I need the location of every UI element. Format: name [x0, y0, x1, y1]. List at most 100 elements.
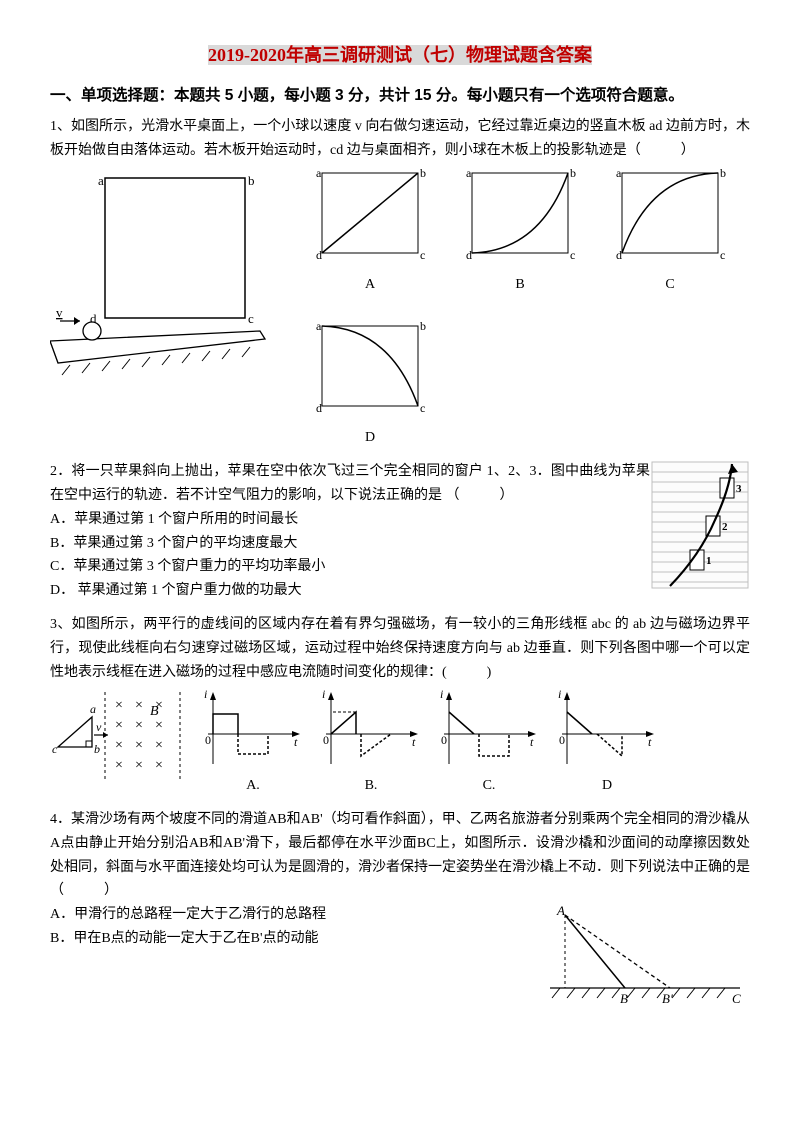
- svg-text:t: t: [294, 735, 298, 749]
- svg-text:×: ×: [115, 758, 123, 773]
- q1-label-C: C: [665, 273, 674, 297]
- q3-label-A: A.: [246, 774, 260, 798]
- svg-text:a: a: [616, 166, 622, 180]
- svg-text:d: d: [466, 248, 472, 262]
- q2-opt-A: A．苹果通过第 1 个窗户所用的时间最长: [50, 508, 650, 532]
- svg-text:t: t: [412, 735, 416, 749]
- q3-option-D: i t 0 D: [552, 684, 662, 798]
- q1-option-B: a b d c B: [460, 163, 580, 297]
- svg-text:B: B: [150, 704, 159, 719]
- svg-text:b: b: [720, 166, 726, 180]
- svg-text:c: c: [420, 248, 425, 262]
- q3-label-D: D: [602, 774, 612, 798]
- q3-paren-close: ): [487, 665, 492, 680]
- svg-text:b: b: [94, 742, 100, 756]
- q4-paren-close: ）: [104, 883, 118, 898]
- q2-stem: 2．将一只苹果斜向上抛出，苹果在空中依次飞过三个完全相同的窗户 1、2、3．图中…: [50, 460, 650, 508]
- svg-text:i: i: [204, 687, 207, 701]
- q3-stem-text: 3、如图所示，两平行的虚线间的区域内存在着有界匀强磁场，有一较小的三角形线框 a…: [50, 617, 750, 680]
- q3-option-C: i t 0 C.: [434, 684, 544, 798]
- svg-text:×: ×: [135, 698, 143, 713]
- svg-text:v: v: [96, 720, 102, 734]
- q3-option-A: i t 0 A.: [198, 684, 308, 798]
- q1-stem-text: 1、如图所示，光滑水平桌面上，一个小球以速度 v 向右做匀速运动，它经过靠近桌边…: [50, 119, 750, 158]
- svg-text:×: ×: [135, 758, 143, 773]
- q3-label-B: B.: [365, 774, 378, 798]
- q3-option-B: i t 0 B.: [316, 684, 426, 798]
- svg-text:0: 0: [323, 733, 329, 747]
- svg-text:c: c: [720, 248, 725, 262]
- title-year: 2019-2020: [208, 45, 286, 65]
- svg-text:2: 2: [722, 521, 728, 533]
- svg-text:3: 3: [736, 483, 742, 495]
- svg-text:0: 0: [559, 733, 565, 747]
- svg-text:d: d: [616, 248, 622, 262]
- q2-paren-close: ）: [500, 488, 514, 503]
- svg-text:c: c: [570, 248, 575, 262]
- page-title: 2019-2020年高三调研测试（七）物理试题含答案: [50, 40, 750, 71]
- svg-text:d: d: [316, 401, 322, 415]
- svg-text:v: v: [56, 305, 63, 320]
- svg-text:c: c: [248, 311, 254, 326]
- q1-option-C: a b d c C: [610, 163, 730, 297]
- svg-text:c: c: [420, 401, 425, 415]
- q3-setup-figure: ××× ××× ××× ××× B a b c v: [50, 687, 190, 796]
- q4-figure: A B B′ C: [540, 903, 750, 1017]
- q2-figure: 1 2 3: [650, 460, 750, 603]
- q3-stem: 3、如图所示，两平行的虚线间的区域内存在着有界匀强磁场，有一较小的三角形线框 a…: [50, 613, 750, 684]
- svg-text:b: b: [248, 173, 255, 188]
- svg-text:a: a: [316, 319, 322, 333]
- svg-text:i: i: [322, 687, 325, 701]
- q1-label-D: D: [365, 426, 375, 450]
- svg-text:×: ×: [115, 718, 123, 733]
- svg-text:1: 1: [706, 555, 712, 567]
- title-rest: 年高三调研测试（七）物理试题含答案: [286, 45, 592, 65]
- svg-text:b: b: [420, 319, 426, 333]
- question-4: 4．某滑沙场有两个坡度不同的滑道AB和AB'（均可看作斜面），甲、乙两名旅游者分…: [50, 808, 750, 1017]
- q4-stem-text: 4．某滑沙场有两个坡度不同的滑道AB和AB'（均可看作斜面），甲、乙两名旅游者分…: [50, 812, 750, 898]
- q2-opt-C: C．苹果通过第 3 个窗户重力的平均功率最小: [50, 555, 650, 579]
- q1-label-B: B: [515, 273, 524, 297]
- q1-label-A: A: [365, 273, 375, 297]
- svg-text:a: a: [98, 173, 104, 188]
- svg-text:B: B: [620, 991, 628, 1006]
- svg-text:×: ×: [115, 698, 123, 713]
- svg-text:A: A: [556, 903, 565, 918]
- svg-text:×: ×: [155, 758, 163, 773]
- q2-opt-B: B．苹果通过第 3 个窗户的平均速度最大: [50, 532, 650, 556]
- q1-option-A: a b d c A: [310, 163, 430, 297]
- q1-stem: 1、如图所示，光滑水平桌面上，一个小球以速度 v 向右做匀速运动，它经过靠近桌边…: [50, 115, 750, 163]
- svg-text:×: ×: [155, 718, 163, 733]
- question-3: 3、如图所示，两平行的虚线间的区域内存在着有界匀强磁场，有一较小的三角形线框 a…: [50, 613, 750, 798]
- svg-text:a: a: [466, 166, 472, 180]
- svg-text:a: a: [316, 166, 322, 180]
- svg-text:×: ×: [135, 718, 143, 733]
- question-2: 2．将一只苹果斜向上抛出，苹果在空中依次飞过三个完全相同的窗户 1、2、3．图中…: [50, 460, 750, 603]
- svg-text:×: ×: [135, 738, 143, 753]
- q4-stem: 4．某滑沙场有两个坡度不同的滑道AB和AB'（均可看作斜面），甲、乙两名旅游者分…: [50, 808, 750, 903]
- svg-text:0: 0: [441, 733, 447, 747]
- svg-text:b: b: [570, 166, 576, 180]
- q2-opt-D: D． 苹果通过第 1 个窗户重力做的功最大: [50, 579, 650, 603]
- svg-text:B′: B′: [662, 991, 673, 1006]
- svg-text:×: ×: [115, 738, 123, 753]
- q3-label-C: C.: [483, 774, 496, 798]
- q1-paren-close: ）: [681, 143, 695, 158]
- svg-text:b: b: [420, 166, 426, 180]
- question-1: 1、如图所示，光滑水平桌面上，一个小球以速度 v 向右做匀速运动，它经过靠近桌边…: [50, 115, 750, 450]
- section1-heading: 一、单项选择题：本题共 5 小题，每小题 3 分，共计 15 分。每小题只有一个…: [50, 83, 750, 109]
- svg-text:i: i: [558, 687, 561, 701]
- q4-opt-B: B．甲在B点的动能一定大于乙在B'点的动能: [50, 927, 540, 951]
- q1-option-D: a b d c D: [310, 316, 430, 450]
- svg-text:t: t: [648, 735, 652, 749]
- svg-text:d: d: [316, 248, 322, 262]
- svg-text:c: c: [52, 742, 58, 756]
- svg-text:i: i: [440, 687, 443, 701]
- svg-text:a: a: [90, 702, 96, 716]
- q2-stem-text: 2．将一只苹果斜向上抛出，苹果在空中依次飞过三个完全相同的窗户 1、2、3．图中…: [50, 464, 650, 503]
- svg-text:C: C: [732, 991, 741, 1006]
- svg-text:×: ×: [155, 738, 163, 753]
- svg-text:0: 0: [205, 733, 211, 747]
- svg-text:t: t: [530, 735, 534, 749]
- q4-opt-A: A．甲滑行的总路程一定大于乙滑行的总路程: [50, 903, 540, 927]
